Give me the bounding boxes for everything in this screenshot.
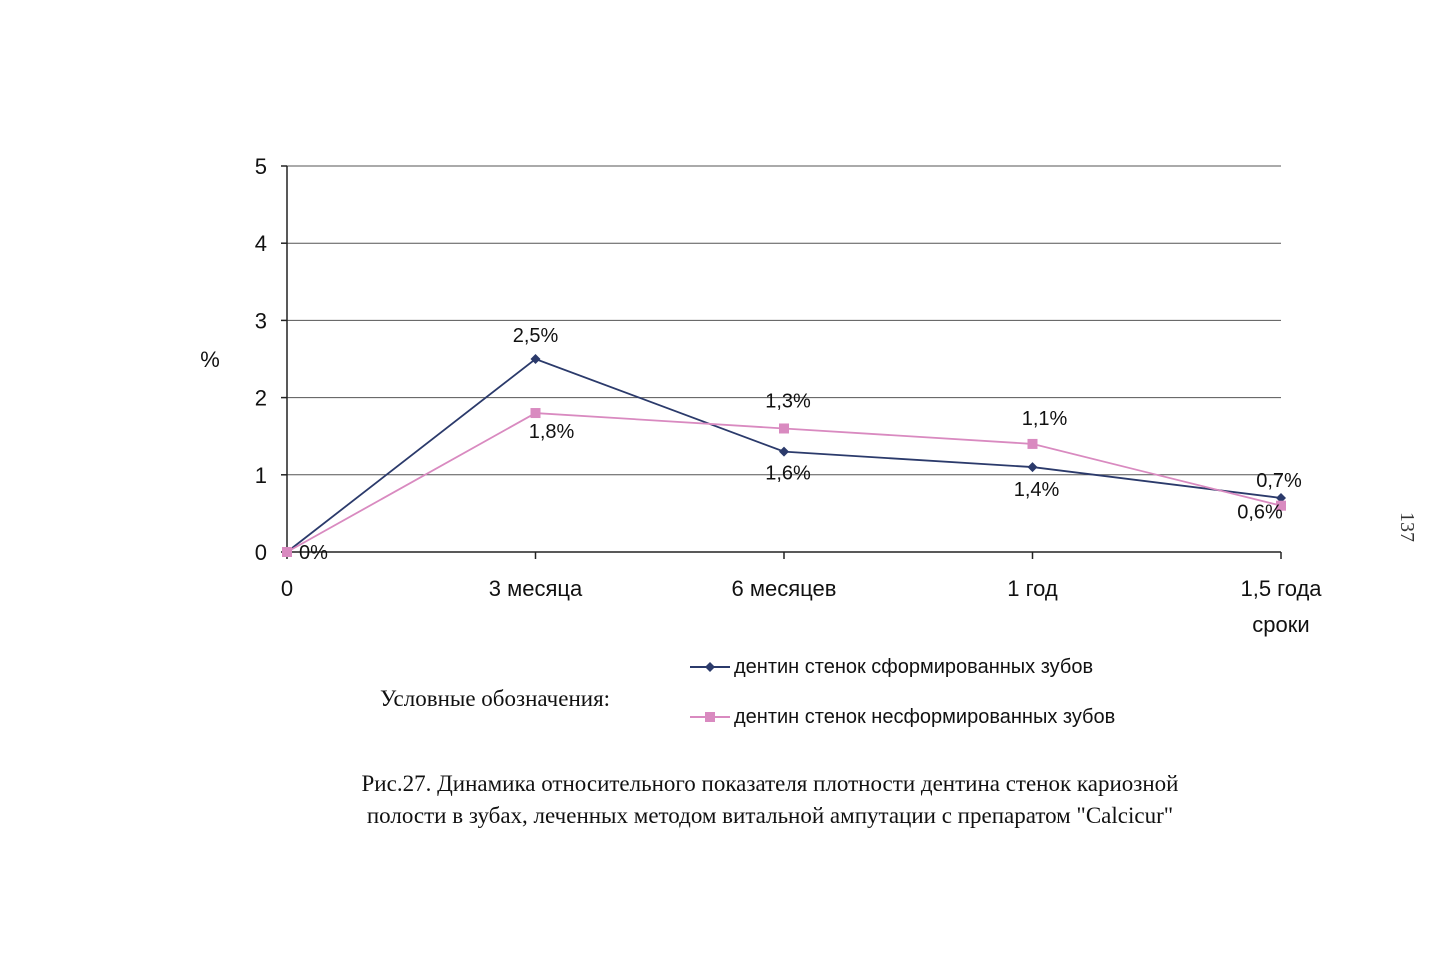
legend-formed-marker-icon xyxy=(690,662,730,672)
y-tick-label: 0 xyxy=(255,540,267,565)
y-tick-label: 3 xyxy=(255,308,267,333)
data-label: 1,4% xyxy=(1014,479,1060,501)
legend-item-formed: дентин стенок сформированных зубов xyxy=(690,654,1093,680)
gridlines xyxy=(287,165,1281,476)
caption-line-2: полости в зубах, леченных методом виталь… xyxy=(366,803,1174,828)
data-point-formed xyxy=(1276,492,1286,503)
y-tick-label: 4 xyxy=(255,231,267,256)
y-tick-labels: 0 1 2 3 4 5 xyxy=(255,154,267,565)
y-tick-label: 1 xyxy=(255,463,267,488)
legend-unformed-marker-icon xyxy=(690,712,730,722)
data-label: 1,8% xyxy=(529,421,575,443)
x-axis-title: сроки xyxy=(1252,612,1309,637)
data-label: 1,1% xyxy=(1022,408,1068,430)
data-label: 1,6% xyxy=(765,462,811,484)
legend-intro: Условные обозначения: xyxy=(380,686,611,711)
data-label: 0,7% xyxy=(1256,470,1302,492)
x-tick-label: 3 месяца xyxy=(489,576,583,601)
data-point-formed xyxy=(1027,462,1038,473)
x-tick-label: 1,5 года xyxy=(1240,576,1322,601)
data-label: 1,3% xyxy=(765,391,811,413)
data-point-formed xyxy=(779,446,789,457)
y-tick-label: 2 xyxy=(255,386,267,411)
legend-unformed-label: дентин стенок несформированных зубов xyxy=(734,705,1116,728)
data-label: 2,5% xyxy=(513,325,559,347)
legend-formed-label: дентин стенок сформированных зубов xyxy=(734,655,1094,678)
data-point-unformed xyxy=(1276,500,1286,511)
x-tick-label: 1 год xyxy=(1007,576,1058,601)
data-point-unformed xyxy=(282,547,292,557)
y-tick-label: 5 xyxy=(255,154,267,179)
y-axis-title: % xyxy=(200,347,220,372)
data-point-formed xyxy=(530,354,541,364)
data-point-unformed xyxy=(1027,438,1038,449)
series-lines xyxy=(282,354,1286,557)
x-tick-label: 0 xyxy=(281,576,293,601)
figure-caption: Рис.27. Динамика относительного показате… xyxy=(240,768,1300,832)
x-tick-labels: 0 3 месяца 6 месяцев 1 год 1,5 года xyxy=(281,576,1322,601)
legend-item-unformed: дентин стенок несформированных зубов xyxy=(690,704,1115,730)
data-point-unformed xyxy=(779,423,789,434)
caption-line-1: Рис.27. Динамика относительного показате… xyxy=(361,771,1179,796)
data-label: 0,6% xyxy=(1237,502,1283,524)
x-tick-label: 6 месяцев xyxy=(732,576,837,601)
axes xyxy=(281,165,1282,559)
data-label: 0% xyxy=(299,542,328,564)
data-point-unformed xyxy=(530,408,541,419)
data-labels: 0% 2,5% 1,3% 1,1% 0,7% 1,8% 1,6% 1,4% 0,6% xyxy=(299,325,1302,564)
page-number: 137 xyxy=(1396,512,1418,542)
